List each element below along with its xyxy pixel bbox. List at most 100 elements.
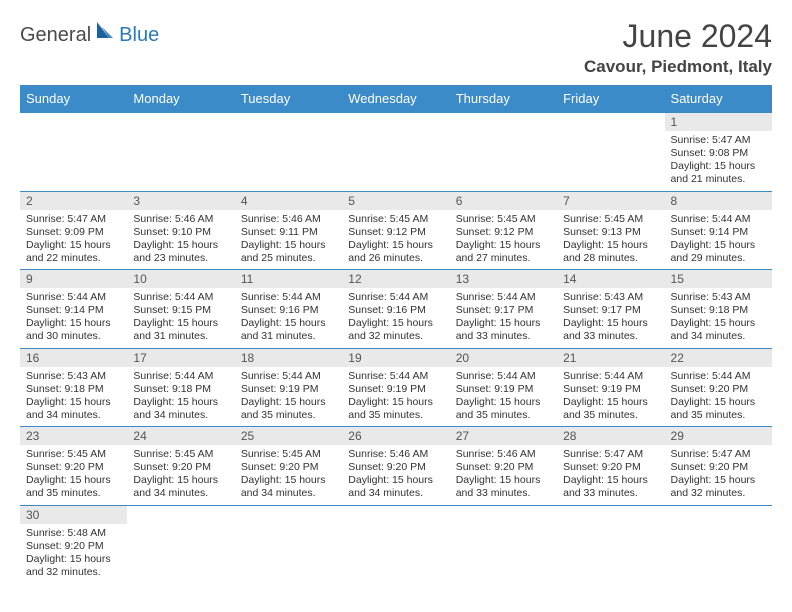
day-day2: and 35 minutes. xyxy=(348,409,443,422)
day-sunrise: Sunrise: 5:47 AM xyxy=(563,448,658,461)
day-day1: Daylight: 15 hours xyxy=(563,396,658,409)
day-sunset: Sunset: 9:16 PM xyxy=(348,304,443,317)
weekday-header: Wednesday xyxy=(342,85,449,113)
day-details: Sunrise: 5:44 AMSunset: 9:17 PMDaylight:… xyxy=(450,288,557,348)
calendar-cell xyxy=(342,505,449,583)
day-number: 14 xyxy=(557,270,664,288)
day-number: 6 xyxy=(450,192,557,210)
day-number: 17 xyxy=(127,349,234,367)
day-day1: Daylight: 15 hours xyxy=(26,396,121,409)
day-day1: Daylight: 15 hours xyxy=(241,317,336,330)
calendar-cell: 7Sunrise: 5:45 AMSunset: 9:13 PMDaylight… xyxy=(557,191,664,270)
day-sunrise: Sunrise: 5:44 AM xyxy=(563,370,658,383)
day-details: Sunrise: 5:43 AMSunset: 9:18 PMDaylight:… xyxy=(20,367,127,427)
day-sunrise: Sunrise: 5:47 AM xyxy=(671,134,766,147)
day-day1: Daylight: 15 hours xyxy=(348,474,443,487)
day-day2: and 33 minutes. xyxy=(563,330,658,343)
calendar-cell: 11Sunrise: 5:44 AMSunset: 9:16 PMDayligh… xyxy=(235,270,342,349)
brand-logo: General Blue xyxy=(20,24,159,47)
calendar-table: SundayMondayTuesdayWednesdayThursdayFrid… xyxy=(20,85,772,583)
day-day2: and 27 minutes. xyxy=(456,252,551,265)
day-sunset: Sunset: 9:15 PM xyxy=(133,304,228,317)
day-sunrise: Sunrise: 5:45 AM xyxy=(241,448,336,461)
sail-icon xyxy=(95,20,117,45)
day-number: 13 xyxy=(450,270,557,288)
day-sunrise: Sunrise: 5:48 AM xyxy=(26,527,121,540)
calendar-cell xyxy=(127,113,234,192)
day-sunset: Sunset: 9:19 PM xyxy=(241,383,336,396)
day-day1: Daylight: 15 hours xyxy=(348,239,443,252)
day-sunrise: Sunrise: 5:46 AM xyxy=(241,213,336,226)
day-day1: Daylight: 15 hours xyxy=(241,474,336,487)
day-number: 12 xyxy=(342,270,449,288)
weekday-header: Thursday xyxy=(450,85,557,113)
day-day2: and 26 minutes. xyxy=(348,252,443,265)
day-sunset: Sunset: 9:18 PM xyxy=(133,383,228,396)
calendar-cell: 22Sunrise: 5:44 AMSunset: 9:20 PMDayligh… xyxy=(665,348,772,427)
day-sunset: Sunset: 9:14 PM xyxy=(671,226,766,239)
day-sunset: Sunset: 9:17 PM xyxy=(563,304,658,317)
day-number: 9 xyxy=(20,270,127,288)
day-sunset: Sunset: 9:12 PM xyxy=(348,226,443,239)
day-day2: and 29 minutes. xyxy=(671,252,766,265)
calendar-cell xyxy=(450,113,557,192)
calendar-cell: 10Sunrise: 5:44 AMSunset: 9:15 PMDayligh… xyxy=(127,270,234,349)
day-number: 20 xyxy=(450,349,557,367)
day-number: 24 xyxy=(127,427,234,445)
day-day2: and 22 minutes. xyxy=(26,252,121,265)
day-details: Sunrise: 5:45 AMSunset: 9:20 PMDaylight:… xyxy=(20,445,127,505)
day-sunrise: Sunrise: 5:44 AM xyxy=(456,370,551,383)
day-day1: Daylight: 15 hours xyxy=(671,396,766,409)
calendar-cell: 2Sunrise: 5:47 AMSunset: 9:09 PMDaylight… xyxy=(20,191,127,270)
day-day1: Daylight: 15 hours xyxy=(26,317,121,330)
day-sunset: Sunset: 9:14 PM xyxy=(26,304,121,317)
day-sunrise: Sunrise: 5:44 AM xyxy=(456,291,551,304)
day-details: Sunrise: 5:44 AMSunset: 9:18 PMDaylight:… xyxy=(127,367,234,427)
day-sunset: Sunset: 9:20 PM xyxy=(456,461,551,474)
day-sunset: Sunset: 9:20 PM xyxy=(671,383,766,396)
calendar-cell xyxy=(127,505,234,583)
brand-part2: Blue xyxy=(119,24,159,47)
day-sunset: Sunset: 9:20 PM xyxy=(26,461,121,474)
weekday-header: Tuesday xyxy=(235,85,342,113)
day-sunset: Sunset: 9:20 PM xyxy=(563,461,658,474)
day-day2: and 34 minutes. xyxy=(348,487,443,500)
day-day2: and 34 minutes. xyxy=(241,487,336,500)
day-details: Sunrise: 5:45 AMSunset: 9:13 PMDaylight:… xyxy=(557,210,664,270)
day-number: 19 xyxy=(342,349,449,367)
day-details: Sunrise: 5:44 AMSunset: 9:15 PMDaylight:… xyxy=(127,288,234,348)
day-sunset: Sunset: 9:20 PM xyxy=(241,461,336,474)
day-day1: Daylight: 15 hours xyxy=(671,317,766,330)
day-details: Sunrise: 5:44 AMSunset: 9:19 PMDaylight:… xyxy=(235,367,342,427)
day-details: Sunrise: 5:44 AMSunset: 9:19 PMDaylight:… xyxy=(342,367,449,427)
day-day1: Daylight: 15 hours xyxy=(456,396,551,409)
day-sunset: Sunset: 9:10 PM xyxy=(133,226,228,239)
day-details: Sunrise: 5:44 AMSunset: 9:16 PMDaylight:… xyxy=(235,288,342,348)
day-day1: Daylight: 15 hours xyxy=(563,239,658,252)
day-sunset: Sunset: 9:20 PM xyxy=(133,461,228,474)
day-sunset: Sunset: 9:20 PM xyxy=(26,540,121,553)
header: General Blue June 2024 Cavour, Piedmont,… xyxy=(20,18,772,77)
day-details: Sunrise: 5:46 AMSunset: 9:20 PMDaylight:… xyxy=(450,445,557,505)
day-sunrise: Sunrise: 5:44 AM xyxy=(671,213,766,226)
day-day2: and 32 minutes. xyxy=(348,330,443,343)
day-details: Sunrise: 5:44 AMSunset: 9:20 PMDaylight:… xyxy=(665,367,772,427)
day-details: Sunrise: 5:44 AMSunset: 9:14 PMDaylight:… xyxy=(665,210,772,270)
day-sunrise: Sunrise: 5:44 AM xyxy=(671,370,766,383)
calendar-cell xyxy=(20,113,127,192)
day-day2: and 32 minutes. xyxy=(26,566,121,579)
day-number: 30 xyxy=(20,506,127,524)
day-details: Sunrise: 5:47 AMSunset: 9:20 PMDaylight:… xyxy=(557,445,664,505)
day-day2: and 35 minutes. xyxy=(26,487,121,500)
day-sunset: Sunset: 9:18 PM xyxy=(671,304,766,317)
day-day1: Daylight: 15 hours xyxy=(671,239,766,252)
day-day2: and 35 minutes. xyxy=(456,409,551,422)
day-sunset: Sunset: 9:16 PM xyxy=(241,304,336,317)
calendar-cell xyxy=(557,113,664,192)
day-details: Sunrise: 5:45 AMSunset: 9:12 PMDaylight:… xyxy=(342,210,449,270)
calendar-cell: 5Sunrise: 5:45 AMSunset: 9:12 PMDaylight… xyxy=(342,191,449,270)
brand-part1: General xyxy=(20,24,91,47)
day-details: Sunrise: 5:48 AMSunset: 9:20 PMDaylight:… xyxy=(20,524,127,584)
calendar-header-row: SundayMondayTuesdayWednesdayThursdayFrid… xyxy=(20,85,772,113)
day-sunrise: Sunrise: 5:44 AM xyxy=(241,370,336,383)
